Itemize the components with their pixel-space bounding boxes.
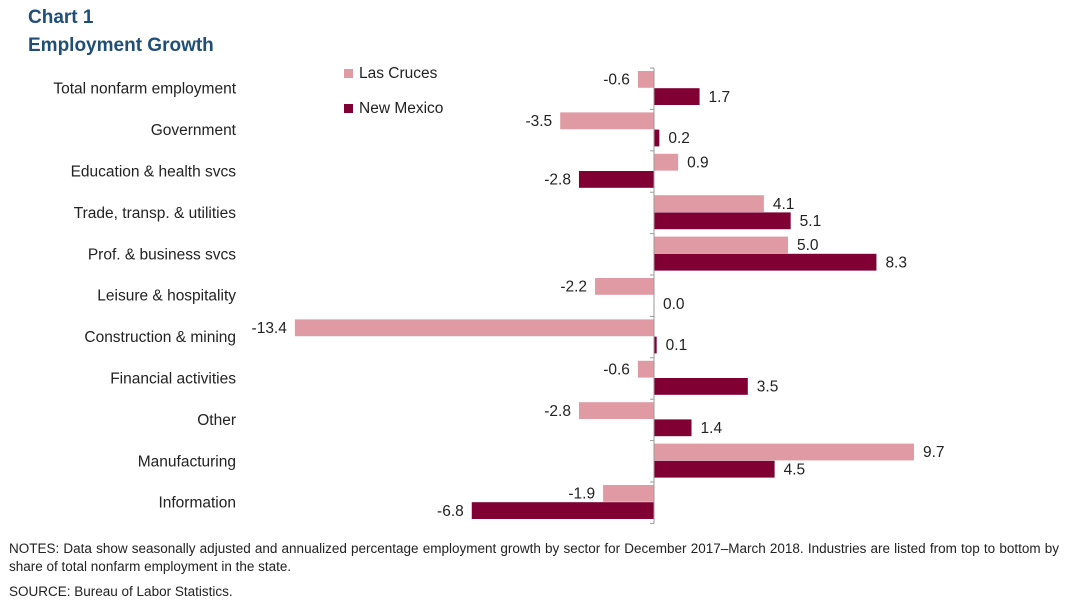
data-label: -0.6: [603, 72, 630, 89]
category-label: Government: [151, 122, 237, 139]
category-label: Manufacturing: [138, 453, 236, 470]
bar-new-mexico: [654, 378, 748, 395]
bar-las-cruces: [294, 319, 654, 337]
bar-las-cruces: [578, 402, 654, 419]
bar-las-cruces: [637, 360, 654, 378]
data-label: -13.4: [252, 320, 288, 337]
bar-new-mexico: [654, 253, 877, 271]
bar-new-mexico: [471, 502, 654, 519]
legend-label: Las Cruces: [359, 65, 438, 82]
data-label: 4.1: [773, 196, 795, 213]
data-label: 3.5: [757, 379, 779, 396]
bar-las-cruces: [560, 112, 654, 130]
legend-swatch: [344, 104, 353, 113]
data-label: -2.8: [544, 172, 571, 189]
bar-chart: Total nonfarm employment -0.6 1.7 Governmen…: [53, 65, 945, 524]
category-label: Education & health svcs: [71, 164, 237, 181]
bar-new-mexico: [578, 171, 654, 188]
data-label: 8.3: [885, 254, 907, 271]
category-label: Information: [158, 495, 236, 512]
data-label: 1.7: [709, 89, 731, 106]
bar-las-cruces: [654, 236, 788, 254]
chart-title-line1: Chart 1: [28, 7, 94, 28]
bar-las-cruces: [654, 195, 764, 212]
chart-source: SOURCE: Bureau of Labor Statistics.: [9, 584, 233, 599]
category-label: Prof. & business svcs: [88, 246, 236, 263]
category-label: Other: [197, 412, 236, 429]
category-label: Financial activities: [110, 371, 236, 388]
category-label: Total nonfarm employment: [53, 81, 236, 98]
category-label: Leisure & hospitality: [97, 288, 236, 305]
chart-notes: NOTES: Data show seasonally adjusted and…: [9, 541, 1059, 574]
data-label: -0.6: [603, 361, 630, 378]
bar-new-mexico: [654, 460, 775, 478]
legend-swatch: [344, 69, 353, 78]
category-label: Construction & mining: [84, 329, 236, 346]
data-label: -2.8: [544, 403, 571, 420]
chart-title-line2: Employment Growth: [28, 35, 214, 56]
data-label: -2.2: [560, 279, 587, 296]
data-label: 5.0: [797, 237, 819, 254]
bar-new-mexico: [654, 212, 791, 230]
bar-new-mexico: [654, 419, 692, 437]
data-label: 1.4: [701, 420, 723, 437]
bar-las-cruces: [654, 153, 679, 171]
data-label: -1.9: [568, 486, 595, 503]
bar-las-cruces: [654, 443, 914, 461]
bar-new-mexico: [654, 129, 660, 147]
data-label: 0.1: [666, 337, 688, 354]
legend-label: New Mexico: [359, 100, 443, 117]
data-label: 4.5: [784, 461, 806, 478]
category-label: Trade, transp. & utilities: [74, 205, 236, 222]
data-label: 0.0: [663, 296, 685, 313]
data-label: 0.9: [687, 154, 709, 171]
data-label: 0.2: [668, 130, 690, 147]
data-label: -3.5: [525, 113, 552, 130]
bar-las-cruces: [595, 278, 654, 295]
bar-new-mexico: [654, 336, 657, 354]
bar-las-cruces: [637, 71, 654, 88]
data-label: 5.1: [800, 213, 822, 230]
data-label: 9.7: [923, 444, 945, 461]
data-label: -6.8: [437, 503, 464, 520]
bar-new-mexico: [654, 88, 700, 105]
bar-las-cruces: [603, 485, 654, 502]
